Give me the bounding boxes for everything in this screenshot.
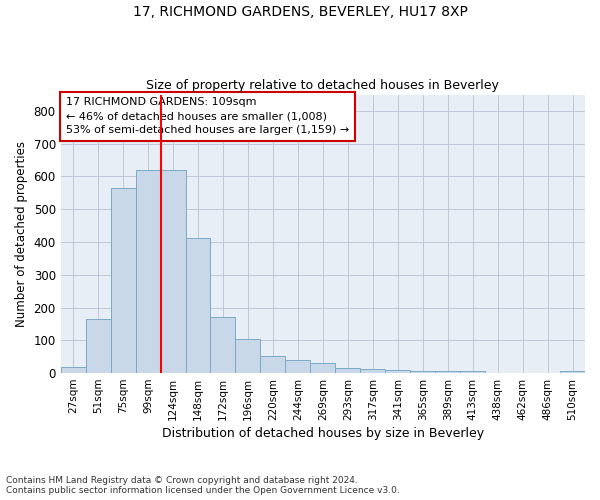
Bar bbox=[211, 316, 235, 373]
Bar bbox=[235, 339, 260, 373]
Bar bbox=[185, 238, 211, 373]
Bar bbox=[110, 188, 136, 373]
Bar bbox=[286, 360, 310, 373]
Bar bbox=[161, 170, 185, 373]
Text: Contains HM Land Registry data © Crown copyright and database right 2024.
Contai: Contains HM Land Registry data © Crown c… bbox=[6, 476, 400, 495]
Bar bbox=[460, 372, 485, 373]
Bar bbox=[310, 363, 335, 373]
Bar bbox=[435, 372, 460, 373]
Bar bbox=[410, 371, 435, 373]
Bar bbox=[86, 319, 110, 373]
Title: Size of property relative to detached houses in Beverley: Size of property relative to detached ho… bbox=[146, 79, 499, 92]
Text: 17, RICHMOND GARDENS, BEVERLEY, HU17 8XP: 17, RICHMOND GARDENS, BEVERLEY, HU17 8XP bbox=[133, 5, 467, 19]
Bar bbox=[560, 371, 585, 373]
Bar bbox=[360, 369, 385, 373]
Bar bbox=[335, 368, 360, 373]
Text: 17 RICHMOND GARDENS: 109sqm
← 46% of detached houses are smaller (1,008)
53% of : 17 RICHMOND GARDENS: 109sqm ← 46% of det… bbox=[66, 98, 349, 136]
Y-axis label: Number of detached properties: Number of detached properties bbox=[15, 141, 28, 327]
X-axis label: Distribution of detached houses by size in Beverley: Distribution of detached houses by size … bbox=[162, 427, 484, 440]
Bar bbox=[260, 356, 286, 373]
Bar bbox=[61, 367, 86, 373]
Bar bbox=[136, 170, 161, 373]
Bar bbox=[385, 370, 410, 373]
